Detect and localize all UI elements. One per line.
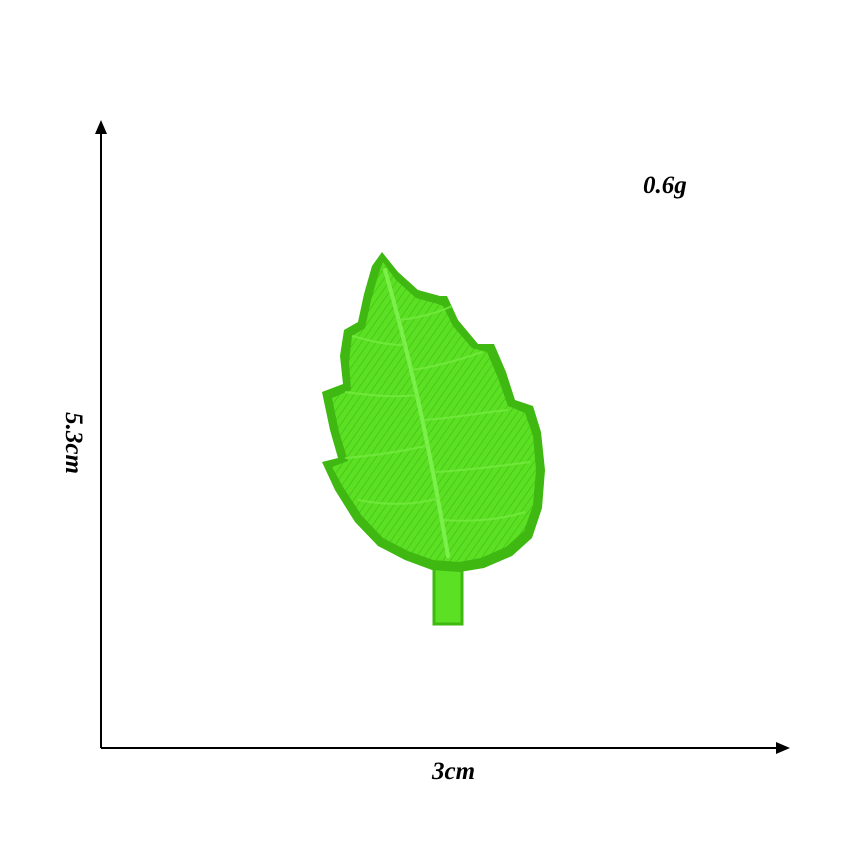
- width-axis-arrow-icon: [776, 742, 790, 754]
- leaf-body: [332, 262, 536, 562]
- leaf-patch-icon: [322, 252, 545, 626]
- axes: [95, 120, 790, 754]
- weight-label: 0.6g: [643, 172, 687, 199]
- height-label: 5.3cm: [60, 412, 87, 474]
- height-axis-arrow-icon: [95, 120, 107, 134]
- leaf-vein: [383, 268, 450, 558]
- leaf-side-veins: [344, 305, 531, 522]
- width-label: 3cm: [432, 758, 476, 785]
